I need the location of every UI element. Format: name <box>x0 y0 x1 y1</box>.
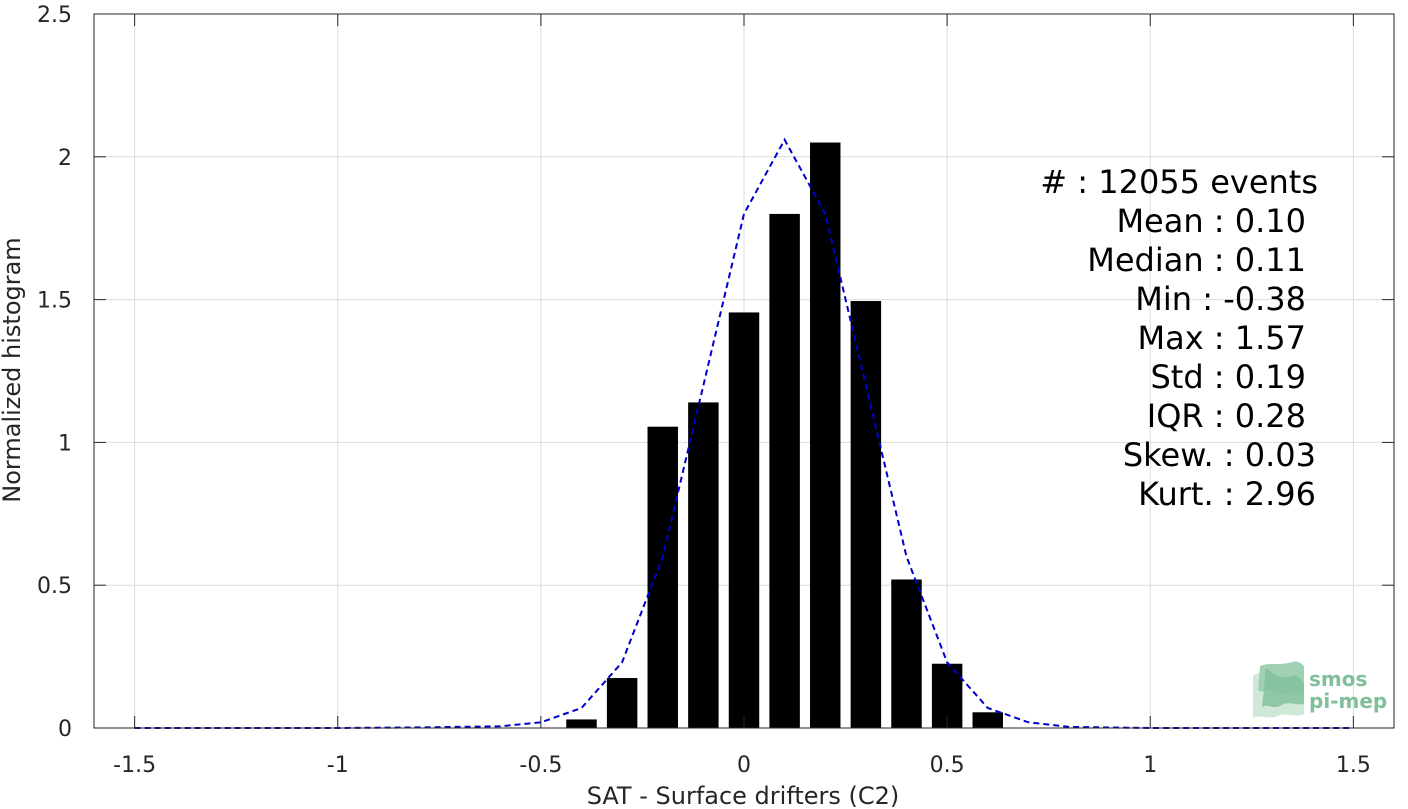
stat-line-0: # : 12055 events <box>1040 163 1318 201</box>
histogram-bar-10 <box>972 712 1003 728</box>
x-tick-label-0: -1.5 <box>113 753 156 778</box>
stat-line-8: Kurt. : 2.96 <box>1138 475 1316 513</box>
histogram-bar-0 <box>566 719 597 728</box>
x-tick-label-1: -1 <box>327 753 349 778</box>
histogram-bar-3 <box>688 402 719 728</box>
histogram-bar-2 <box>647 426 678 728</box>
histogram-bars <box>566 142 1003 729</box>
smos-pi-mep-logo: smos pi-mep <box>1253 661 1387 718</box>
x-tick-label-3: 0 <box>737 753 751 778</box>
x-tick-label-4: 0.5 <box>930 753 965 778</box>
x-tick-label-2: -0.5 <box>519 753 562 778</box>
stat-line-7: Skew. : 0.03 <box>1123 436 1316 474</box>
stat-line-2: Median : 0.11 <box>1087 241 1306 279</box>
logo-text-smos: smos <box>1309 667 1367 691</box>
y-tick-label-3: 1.5 <box>37 289 72 314</box>
logo-mark-icon <box>1253 661 1304 718</box>
y-tick-label-1: 0.5 <box>37 574 72 599</box>
y-tick-labels: 0 0.5 1 1.5 2 2.5 <box>37 3 72 742</box>
x-tick-label-6: 1.5 <box>1336 753 1371 778</box>
stat-line-1: Mean : 0.10 <box>1116 202 1306 240</box>
stat-line-5: Std : 0.19 <box>1150 358 1306 396</box>
histogram-bar-6 <box>810 142 841 728</box>
histogram-bar-7 <box>850 301 882 728</box>
y-tick-label-0: 0 <box>58 717 72 742</box>
x-axis-label: SAT - Surface drifters (C2) <box>587 782 900 809</box>
histogram-bar-5 <box>769 213 800 729</box>
histogram-bar-1 <box>606 678 638 728</box>
stat-line-3: Min : -0.38 <box>1135 280 1306 318</box>
histogram-bar-4 <box>728 312 760 728</box>
histogram-bar-8 <box>891 579 922 728</box>
y-tick-label-4: 2 <box>58 146 72 171</box>
y-tick-label-5: 2.5 <box>37 3 72 28</box>
y-tick-label-2: 1 <box>58 431 72 456</box>
logo-text-pi-mep: pi-mep <box>1309 689 1387 713</box>
x-tick-labels: -1.5 -1 -0.5 0 0.5 1 1.5 <box>113 753 1371 778</box>
y-axis-label: Normalized histogram <box>0 237 26 502</box>
x-tick-label-5: 1 <box>1143 753 1157 778</box>
fit-curve-group <box>134 137 1354 729</box>
stat-line-6: IQR : 0.28 <box>1147 397 1306 435</box>
axis-ticks <box>94 13 1394 729</box>
stat-line-4: Max : 1.57 <box>1137 319 1306 357</box>
fit-curve-line <box>134 137 1354 729</box>
